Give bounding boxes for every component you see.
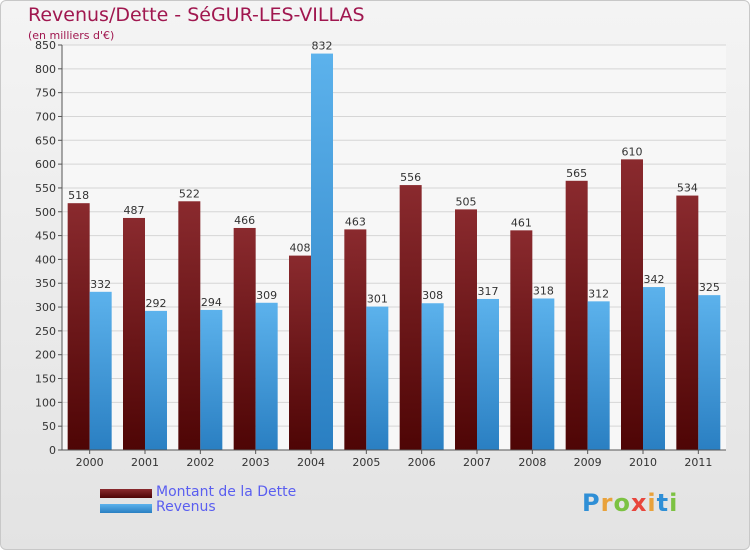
logo-letter: x [630,489,648,517]
bar-revenus [200,309,223,450]
bar-debt [67,203,90,450]
y-tick-label: 50 [42,420,56,433]
y-tick-label: 700 [35,110,56,123]
data-label-debt: 556 [400,171,421,184]
legend-label-debt: Montant de la Dette [156,484,297,500]
data-label-revenus: 301 [367,293,388,306]
y-tick-label: 450 [35,230,56,243]
data-label-revenus: 832 [312,40,333,53]
bar-revenus [421,303,444,450]
bar-debt [455,209,477,450]
legend-label-revenus: Revenus [156,499,216,515]
logo-letter: r [600,489,614,517]
data-label-revenus: 292 [146,297,167,310]
bar-revenus [366,306,389,450]
x-tick-label: 2004 [297,456,325,469]
logo-letter: i [669,489,679,517]
bar-debt [123,217,145,450]
bar-debt [510,230,533,450]
data-label-revenus: 325 [699,281,720,294]
bar-debt [621,159,643,450]
y-axis-ticks: 0 50 100 150 200 250 300 350 400 450 500 550 600 650 7… [35,39,62,457]
x-tick-label: 2006 [408,456,436,469]
bar-revenus [89,291,112,450]
bars: 518 332 487 292 522 294 466 309 408 832 463 301 556 3… [67,40,721,451]
y-tick-label: 750 [35,87,56,100]
bar-revenus [698,295,721,450]
chart-subtitle: (en milliers d'€) [28,29,115,42]
bar-debt [565,180,588,450]
logo-letter: P [582,489,601,517]
data-label-revenus: 294 [201,296,222,309]
y-tick-label: 500 [35,206,56,219]
y-tick-label: 200 [35,349,56,362]
y-tick-label: 350 [35,277,56,290]
x-tick-label: 2011 [684,456,712,469]
data-label-revenus: 318 [533,284,554,297]
x-axis-ticks: 2000 2001 2002 2003 2004 2005 2006 2007 2008 2009… [76,450,712,469]
x-tick-label: 2008 [518,456,546,469]
x-tick-label: 2001 [131,456,159,469]
bar-revenus [587,301,610,450]
data-label-debt: 610 [622,145,643,158]
y-tick-label: 150 [35,373,56,386]
proxiti-logo: Proxiti [582,489,678,517]
x-tick-label: 2010 [629,456,657,469]
data-label-revenus: 308 [422,289,443,302]
x-tick-label: 2000 [76,456,104,469]
legend-swatch-debt [100,489,152,498]
data-label-debt: 466 [234,214,255,227]
y-tick-label: 650 [35,134,56,147]
data-label-debt: 408 [290,242,311,255]
bar-revenus [255,302,278,450]
y-tick-label: 100 [35,396,56,409]
data-label-revenus: 317 [478,285,499,298]
bar-revenus [145,310,167,450]
y-tick-label: 550 [35,182,56,195]
y-tick-label: 300 [35,301,56,314]
legend-swatch-revenus [100,504,152,513]
x-tick-label: 2005 [352,456,380,469]
data-label-debt: 461 [511,216,532,229]
logo-letter: t [656,489,670,517]
y-tick-label: 0 [49,444,56,457]
bar-revenus [311,53,333,450]
logo-letter: o [613,489,631,517]
y-tick-label: 250 [35,325,56,338]
x-tick-label: 2007 [463,456,491,469]
y-tick-label: 600 [35,158,56,171]
bar-revenus [532,298,555,450]
y-tick-label: 850 [35,39,56,52]
data-label-revenus: 312 [588,287,609,300]
x-tick-label: 2003 [242,456,270,469]
data-label-debt: 534 [677,182,698,195]
chart-title: Revenus/Dette - SéGUR-LES-VILLAS [28,4,365,26]
bar-debt [676,195,699,450]
bar-debt [178,201,201,450]
y-tick-label: 800 [35,63,56,76]
x-tick-label: 2009 [574,456,602,469]
bar-revenus [643,287,665,450]
bar-debt [233,227,256,450]
data-label-debt: 505 [456,195,477,208]
data-label-revenus: 309 [256,289,277,302]
data-label-revenus: 342 [644,273,665,286]
bar-revenus [477,298,499,450]
data-label-debt: 565 [566,167,587,180]
bar-debt [289,255,311,450]
data-label-debt: 463 [345,215,366,228]
data-label-revenus: 332 [90,278,111,291]
bar-debt [344,229,367,450]
logo-letter: i [647,489,657,517]
x-tick-label: 2002 [186,456,214,469]
data-label-debt: 518 [68,189,89,202]
y-tick-label: 400 [35,253,56,266]
data-label-debt: 522 [179,187,200,200]
data-label-debt: 487 [124,204,145,217]
plot-area [62,45,726,450]
bar-debt [399,185,422,451]
